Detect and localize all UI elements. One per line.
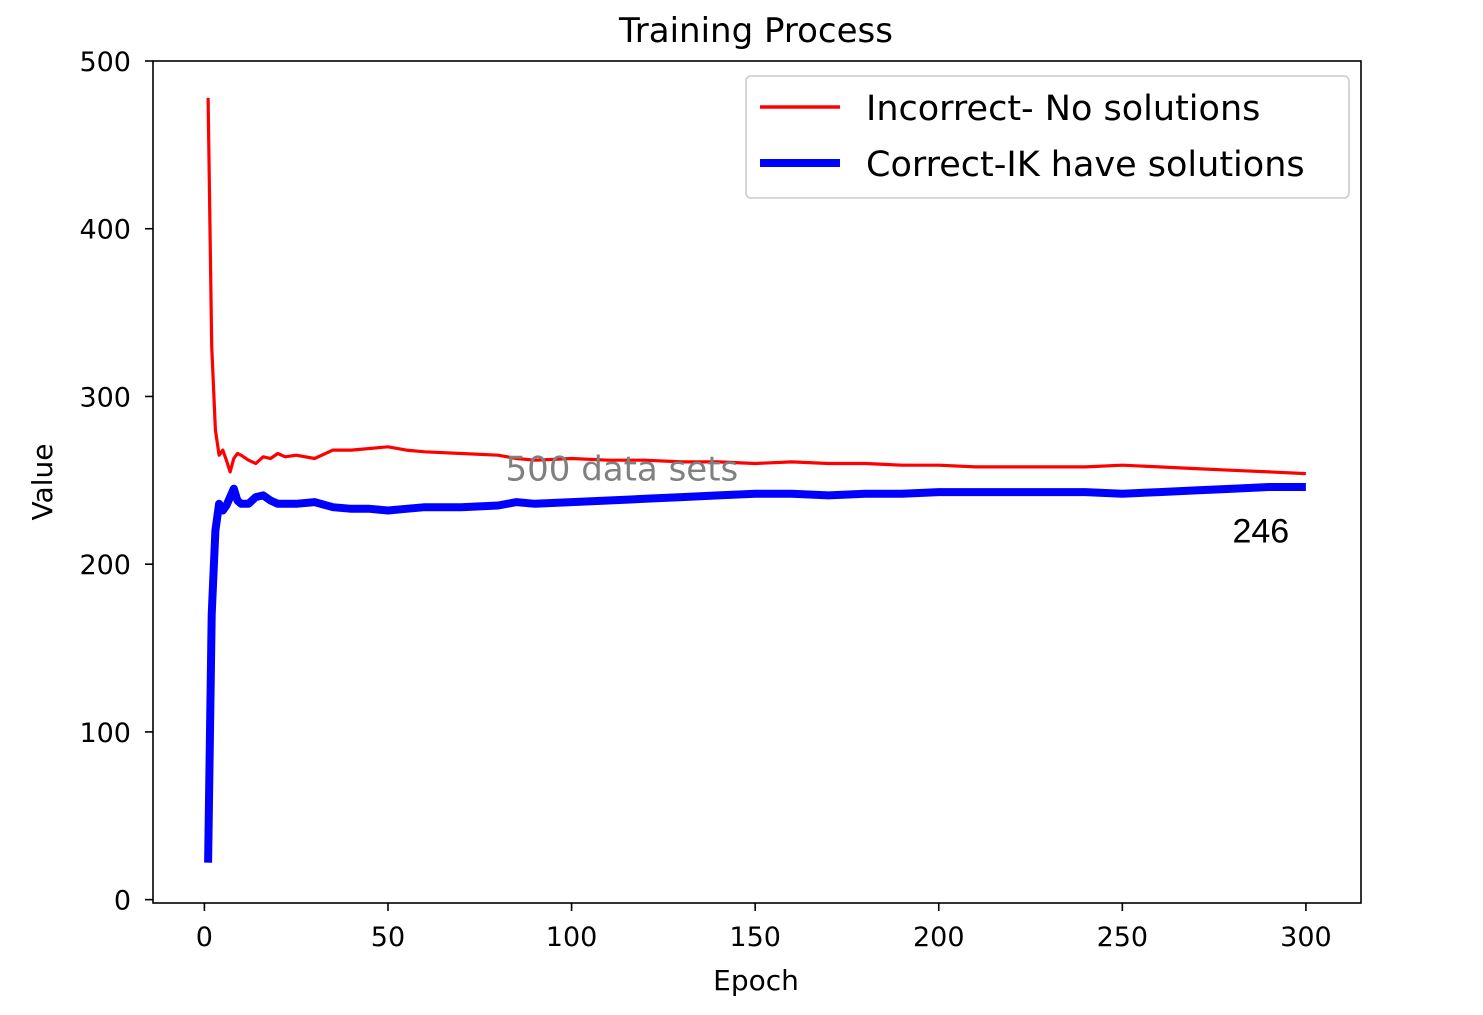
x-tick-label: 250 [1097, 922, 1149, 953]
legend-label-incorrect: Incorrect- No solutions [866, 89, 1260, 129]
y-tick-label: 0 [114, 886, 131, 917]
annotation-final-value: 246 [1232, 512, 1289, 550]
x-tick-label: 150 [729, 922, 781, 953]
legend-label-correct: Correct-IK have solutions [866, 145, 1305, 185]
annotation-dataset-count: 500 data sets [505, 449, 738, 489]
series-line-correct [204, 483, 1306, 863]
legend-box [745, 75, 1350, 199]
legend: Incorrect- No solutions Correct-IK have … [745, 75, 1350, 199]
y-tick-label: 100 [79, 718, 131, 749]
y-tick-label: 300 [79, 382, 131, 413]
y-tick-label: 200 [79, 550, 131, 581]
y-axis-label: Value [26, 444, 59, 521]
x-tick-label: 200 [913, 922, 965, 953]
axis-ticks: 0 50 100 150 200 250 300 0 100 200 300 400 500 [79, 47, 1331, 953]
y-tick-label: 500 [79, 47, 131, 78]
plot-area [152, 60, 1362, 904]
plot-lines [204, 97, 1306, 863]
x-tick-label: 300 [1280, 922, 1332, 953]
chart-annotations: 500 data sets 246 [505, 449, 1289, 550]
x-axis-label: Epoch [713, 964, 799, 997]
chart-title: Training Process [618, 11, 893, 51]
x-tick-label: 50 [371, 922, 405, 953]
series-line-incorrect [206, 97, 1306, 476]
y-tick-label: 400 [79, 215, 131, 246]
x-tick-label: 100 [546, 922, 598, 953]
x-tick-label: 0 [196, 922, 213, 953]
